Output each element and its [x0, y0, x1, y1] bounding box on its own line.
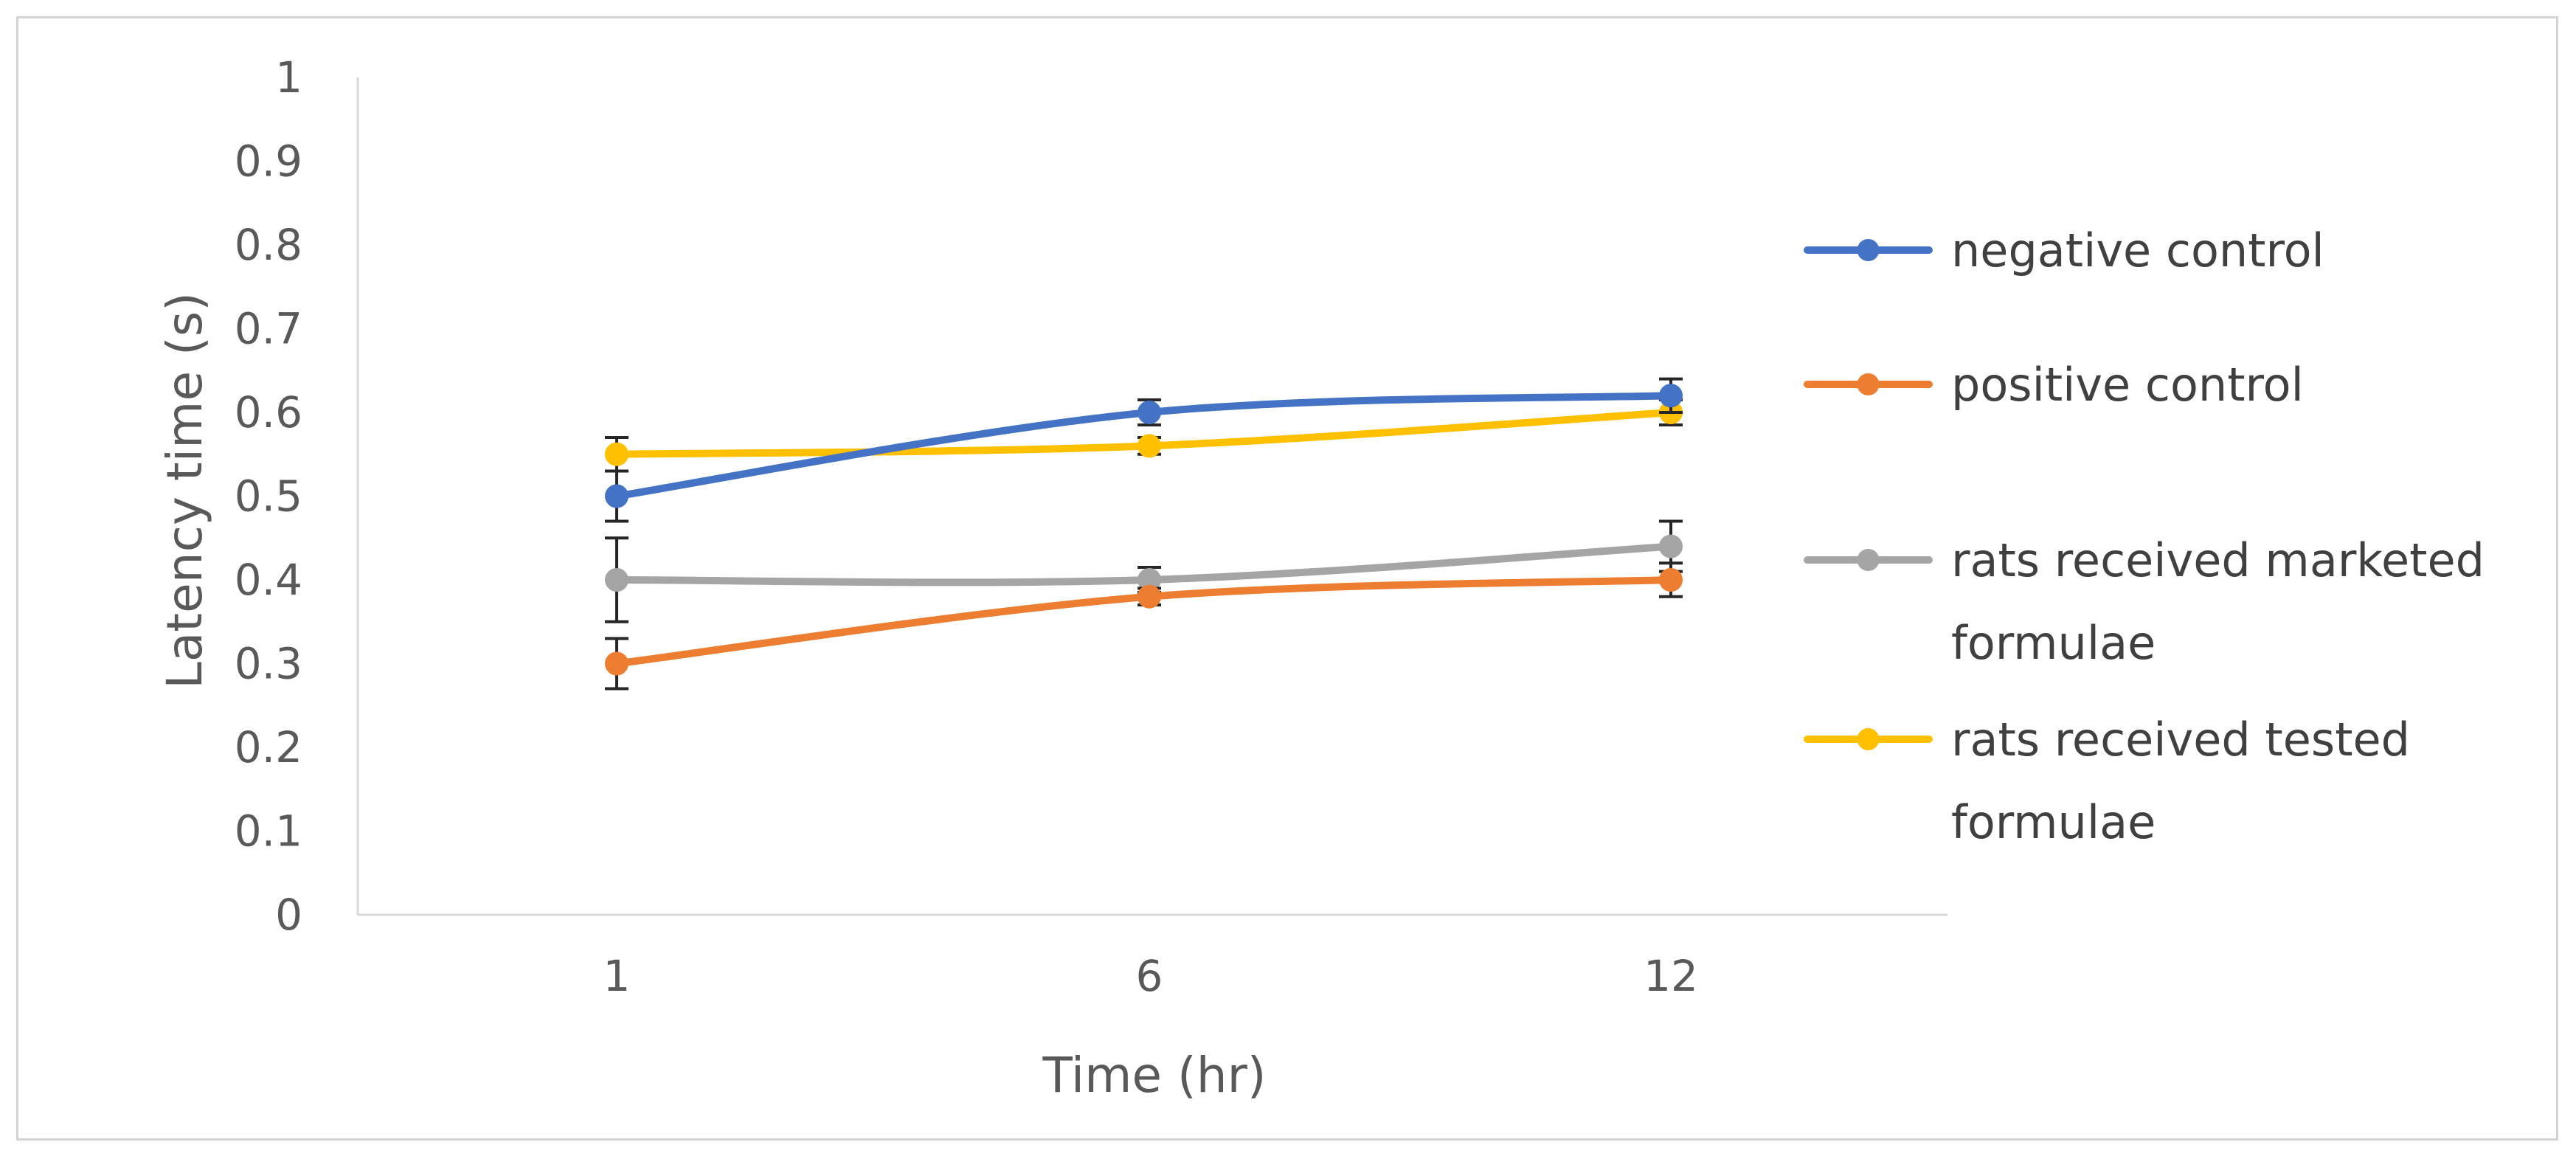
line-chart: 0 0.1 0.2 0.3 0.4 0.5 0.6 0.7 0.8 0.9 1 1 6 12 Latenc…	[156, 52, 2485, 1104]
x-axis-title: Time (hr)	[1042, 1047, 1267, 1104]
y-tick-label: 0.8	[235, 220, 302, 270]
legend-marker	[1857, 728, 1880, 750]
chart-frame: 0 0.1 0.2 0.3 0.4 0.5 0.6 0.7 0.8 0.9 1 1 6 12 Latenc…	[16, 16, 2558, 1141]
y-tick-label: 0.5	[235, 471, 302, 522]
legend-label: negative control	[1951, 224, 2324, 277]
x-tick-label: 12	[1644, 951, 1698, 1001]
data-point	[1138, 401, 1161, 424]
y-tick-label: 0	[275, 890, 302, 940]
y-tick-label: 0.4	[235, 555, 302, 605]
y-tick-label: 0.1	[235, 806, 302, 857]
legend-label-line: negative control	[1951, 224, 2324, 277]
y-tick-label: 0.7	[235, 304, 302, 354]
legend-marker	[1857, 373, 1880, 395]
data-point	[605, 484, 629, 508]
legend: negative control positive control rats rec…	[1804, 224, 2485, 849]
data-point	[1138, 434, 1161, 458]
legend-marker	[1857, 239, 1880, 261]
legend-label-line: formulae	[1951, 795, 2156, 849]
y-axis-title: Latency time (s)	[156, 292, 213, 689]
x-tick-label: 1	[603, 951, 631, 1001]
data-point	[1659, 568, 1683, 592]
y-tick-label: 0.9	[235, 136, 302, 187]
data-point	[605, 651, 629, 676]
data-point	[605, 568, 629, 592]
legend-marker	[1857, 549, 1880, 571]
y-tick-label: 0.3	[235, 639, 302, 689]
data-point	[1138, 584, 1161, 609]
y-tick-label: 0.6	[235, 387, 302, 437]
y-tick-label: 1	[275, 52, 302, 103]
x-tick-label: 6	[1136, 951, 1163, 1001]
legend-label-line: rats received tested	[1951, 713, 2410, 767]
legend-label-line: positive control	[1951, 358, 2304, 412]
data-point	[1659, 534, 1683, 558]
data-point	[1659, 384, 1683, 408]
legend-label-line: formulae	[1951, 616, 2156, 670]
legend-label: rats received marketed formulae	[1951, 533, 2485, 670]
data-point	[605, 442, 629, 466]
y-tick-label: 0.2	[235, 722, 302, 772]
legend-label-line: rats received marketed	[1951, 533, 2485, 587]
legend-label: rats received tested formulae	[1951, 713, 2410, 849]
plot-area: 0 0.1 0.2 0.3 0.4 0.5 0.6 0.7 0.8 0.9 1 1 6 12	[235, 52, 1947, 1001]
legend-label: positive control	[1951, 358, 2304, 412]
